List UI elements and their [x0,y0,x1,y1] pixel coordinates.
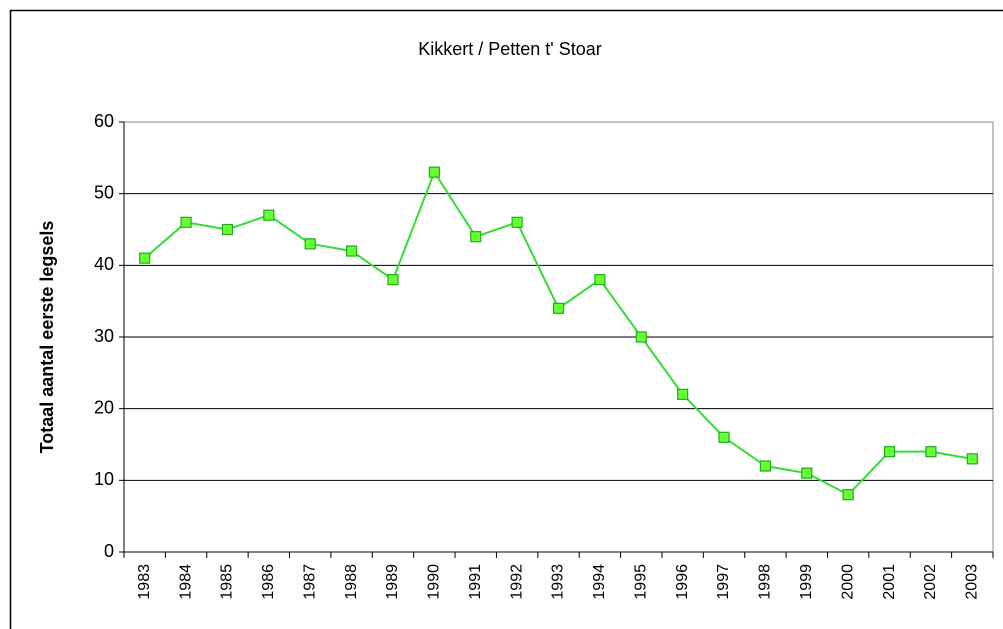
y-tick-label: 0 [104,541,114,561]
data-marker [304,238,316,250]
y-tick-label: 50 [94,182,114,202]
x-tick-label: 2003 [964,564,981,600]
chart-title: Kikkert / Petten t' Stoar [418,39,602,59]
data-marker [428,166,440,178]
y-tick-label: 60 [94,111,114,131]
x-tick-label: 1994 [591,564,608,600]
x-tick-label: 1989 [384,564,401,600]
x-tick-label: 1988 [343,564,360,600]
data-marker [511,216,523,228]
y-tick-label: 20 [94,397,114,417]
x-tick-label: 1992 [508,564,525,600]
data-marker [759,460,772,472]
data-marker [263,209,275,221]
x-tick-label: 2000 [839,564,856,600]
data-marker [883,446,896,458]
y-tick-label: 10 [94,469,114,489]
x-tick-label: 1996 [674,564,691,600]
x-tick-label: 1987 [301,564,318,600]
data-marker [221,223,234,236]
data-marker [966,453,978,465]
y-axis-label: Totaal aantal eerste legsels [37,221,57,454]
data-marker [594,274,606,286]
x-tick-label: 1997 [715,564,732,600]
x-tick-label: 1995 [632,564,649,600]
x-tick-label: 1999 [798,564,815,600]
x-tick-label: 1985 [219,564,236,600]
data-marker [635,331,647,343]
x-tick-label: 1983 [136,564,153,600]
y-tick-label: 30 [94,326,114,346]
data-marker [925,446,937,458]
data-marker [139,252,151,264]
data-marker [718,431,730,443]
x-tick-label: 1986 [260,564,277,600]
x-tick-label: 1991 [467,564,484,600]
data-marker [801,467,813,479]
y-tick-label: 40 [94,254,114,274]
data-marker [180,216,192,228]
x-tick-label: 1993 [550,564,567,600]
x-tick-label: 1990 [426,564,443,600]
x-tick-label: 2002 [922,564,939,600]
x-tick-label: 2001 [881,564,898,600]
data-marker [470,231,482,243]
data-marker [677,388,689,400]
data-marker [387,274,399,286]
data-marker [842,489,854,501]
data-marker [552,302,565,314]
x-tick-label: 1984 [177,564,194,600]
x-tick-label: 1998 [757,564,774,600]
data-marker [345,245,358,257]
